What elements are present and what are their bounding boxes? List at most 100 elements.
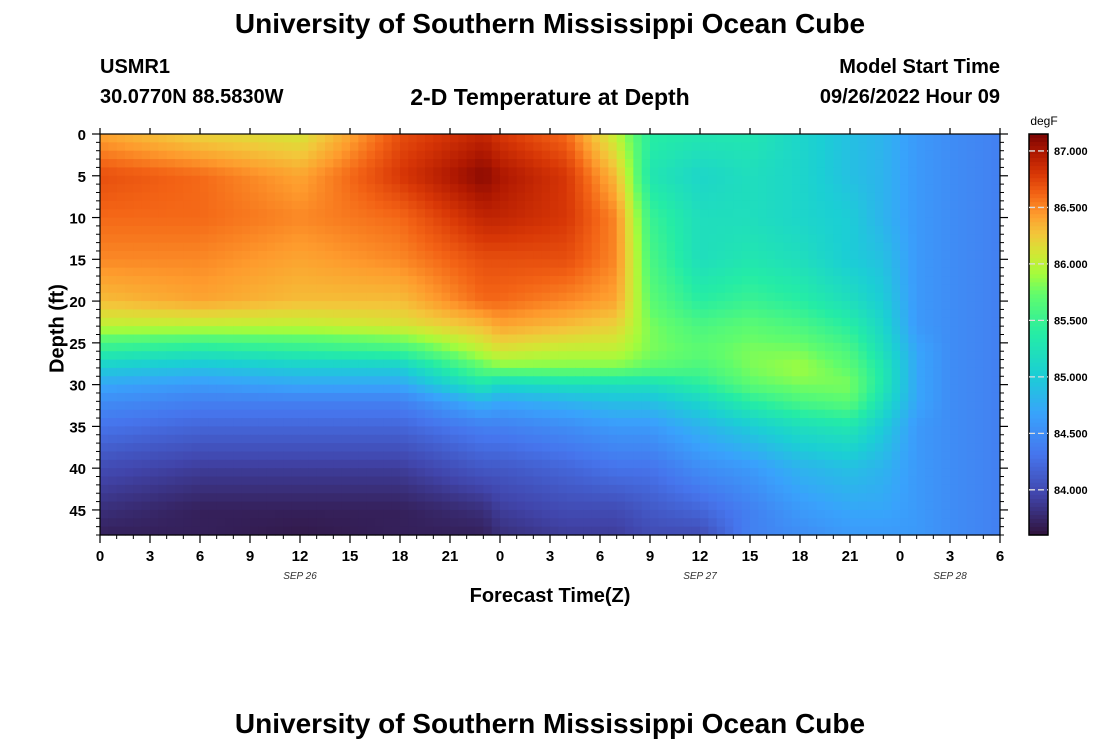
heatmap-cell bbox=[216, 309, 226, 319]
heatmap-cell bbox=[691, 392, 701, 402]
heatmap-cell bbox=[291, 443, 301, 453]
heatmap-cell bbox=[766, 384, 776, 394]
heatmap-cell bbox=[458, 184, 468, 194]
heatmap-cell bbox=[958, 142, 968, 152]
heatmap-cell bbox=[350, 493, 359, 503]
heatmap-cell bbox=[900, 484, 909, 494]
heatmap-cell bbox=[275, 392, 284, 402]
heatmap-cell bbox=[700, 242, 709, 252]
heatmap-cell bbox=[391, 359, 401, 369]
heatmap-cell bbox=[983, 142, 993, 152]
heatmap-cell bbox=[391, 501, 401, 511]
heatmap-cell bbox=[433, 476, 443, 486]
heatmap-cell bbox=[425, 225, 434, 235]
heatmap-cell bbox=[516, 217, 526, 227]
heatmap-cell bbox=[225, 175, 234, 185]
heatmap-cell bbox=[933, 242, 943, 252]
heatmap-cell bbox=[308, 459, 318, 469]
heatmap-cell bbox=[125, 376, 134, 386]
heatmap-cell bbox=[600, 150, 609, 160]
heatmap-cell bbox=[450, 142, 459, 152]
heatmap-cell bbox=[375, 509, 384, 519]
heatmap-cell bbox=[933, 309, 943, 319]
heatmap-cell bbox=[191, 284, 201, 294]
heatmap-cell bbox=[491, 342, 501, 352]
heatmap-cell bbox=[258, 217, 268, 227]
heatmap-cell bbox=[716, 392, 726, 402]
heatmap-cell bbox=[916, 476, 926, 486]
heatmap-cell bbox=[675, 334, 684, 344]
heatmap-cell bbox=[616, 159, 626, 169]
heatmap-cell bbox=[383, 384, 393, 394]
heatmap-cell bbox=[525, 484, 534, 494]
heatmap-cell bbox=[116, 443, 126, 453]
heatmap-cell bbox=[308, 217, 318, 227]
heatmap-cell bbox=[966, 509, 976, 519]
heatmap-cell bbox=[766, 334, 776, 344]
heatmap-cell bbox=[241, 376, 251, 386]
heatmap-cell bbox=[583, 167, 593, 177]
heatmap-cell bbox=[516, 418, 526, 427]
heatmap-cell bbox=[300, 359, 309, 369]
heatmap-cell bbox=[958, 342, 968, 352]
heatmap-cell bbox=[875, 401, 884, 411]
heatmap-cell bbox=[675, 509, 684, 519]
heatmap-cell bbox=[941, 351, 951, 361]
heatmap-cell bbox=[958, 334, 968, 344]
heatmap-cell bbox=[316, 468, 326, 478]
heatmap-cell bbox=[575, 284, 584, 294]
heatmap-cell bbox=[908, 175, 918, 185]
heatmap-cell bbox=[725, 459, 734, 469]
heatmap-cell bbox=[791, 200, 801, 210]
heatmap-cell bbox=[466, 292, 476, 302]
heatmap-cell bbox=[508, 150, 518, 160]
heatmap-cell bbox=[450, 468, 459, 478]
heatmap-cell bbox=[250, 443, 259, 453]
heatmap-cell bbox=[641, 434, 651, 444]
heatmap-cell bbox=[308, 259, 318, 269]
heatmap-cell bbox=[216, 225, 226, 235]
heatmap-cell bbox=[150, 409, 159, 419]
heatmap-cell bbox=[208, 418, 218, 427]
heatmap-cell bbox=[216, 501, 226, 511]
heatmap-cell bbox=[125, 209, 134, 219]
heatmap-cell bbox=[566, 175, 576, 185]
heatmap-cell bbox=[616, 351, 626, 361]
heatmap-cell bbox=[650, 309, 659, 319]
heatmap-cell bbox=[816, 250, 826, 260]
heatmap-cell bbox=[475, 159, 484, 169]
heatmap-cell bbox=[208, 225, 218, 235]
heatmap-cell bbox=[625, 301, 634, 311]
heatmap-cell bbox=[716, 451, 726, 461]
heatmap-cell bbox=[291, 401, 301, 411]
heatmap-cell bbox=[358, 234, 368, 244]
heatmap-cell bbox=[166, 392, 176, 402]
heatmap-cell bbox=[525, 142, 534, 152]
heatmap-cell bbox=[475, 167, 484, 177]
heatmap-cell bbox=[175, 334, 184, 344]
heatmap-cell bbox=[650, 359, 659, 369]
heatmap-cell bbox=[825, 242, 834, 252]
heatmap-cell bbox=[150, 317, 159, 327]
heatmap-cell bbox=[225, 518, 234, 528]
heatmap-cell bbox=[241, 359, 251, 369]
heatmap-cell bbox=[225, 434, 234, 444]
heatmap-cell bbox=[633, 484, 643, 494]
heatmap-cell bbox=[633, 367, 643, 377]
heatmap-cell bbox=[166, 150, 176, 160]
heatmap-cell bbox=[433, 225, 443, 235]
heatmap-cell bbox=[258, 225, 268, 235]
heatmap-cell bbox=[491, 184, 501, 194]
heatmap-cell bbox=[150, 309, 159, 319]
heatmap-cell bbox=[666, 418, 676, 427]
heatmap-cell bbox=[391, 284, 401, 294]
heatmap-cell bbox=[908, 317, 918, 327]
heatmap-cell bbox=[916, 484, 926, 494]
heatmap-cell bbox=[116, 518, 126, 528]
heatmap-cell bbox=[800, 200, 809, 210]
heatmap-cell bbox=[708, 501, 718, 511]
heatmap-cell bbox=[100, 192, 109, 202]
heatmap-cell bbox=[275, 326, 284, 336]
heatmap-cell bbox=[133, 443, 143, 453]
heatmap-cell bbox=[358, 401, 368, 411]
